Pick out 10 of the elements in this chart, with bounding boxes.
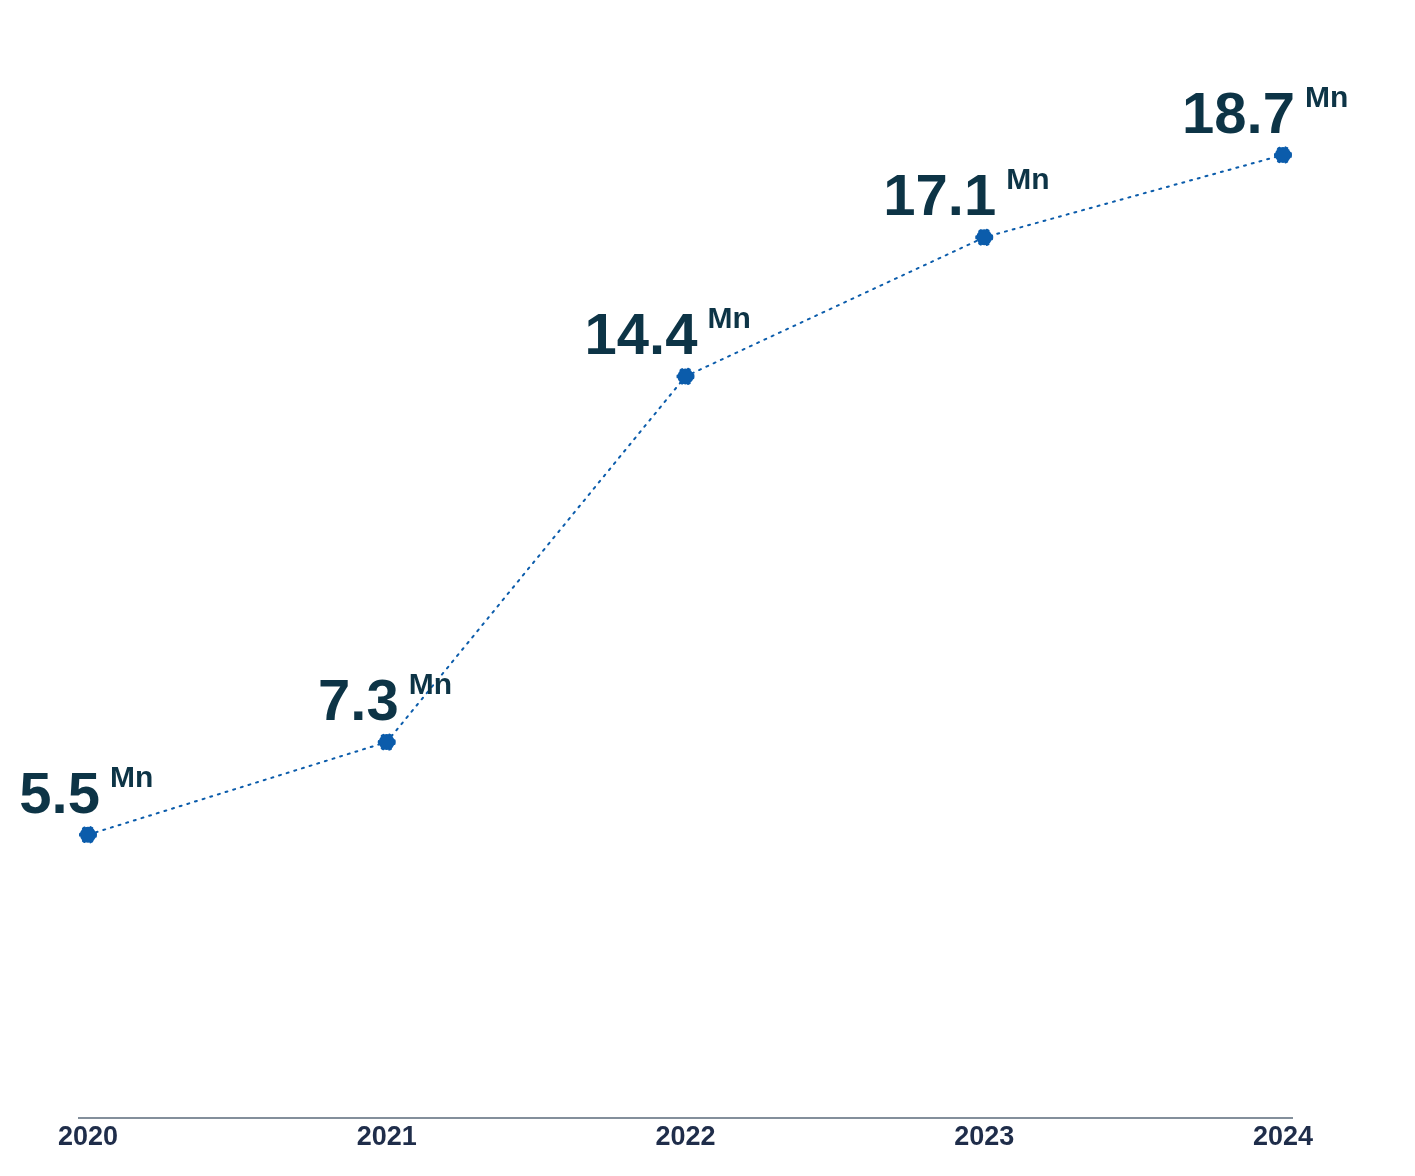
point [676, 367, 695, 386]
x-tick-label: 2021 [356, 1121, 417, 1152]
x-tick-label: 2022 [655, 1121, 716, 1152]
x-tick-label: 2024 [1252, 1121, 1314, 1152]
x-tick-label: 2020 [57, 1121, 119, 1152]
point [79, 825, 97, 844]
point [377, 733, 396, 752]
point [1274, 145, 1292, 164]
x-tick-label: 2023 [954, 1121, 1015, 1152]
point [975, 228, 994, 247]
